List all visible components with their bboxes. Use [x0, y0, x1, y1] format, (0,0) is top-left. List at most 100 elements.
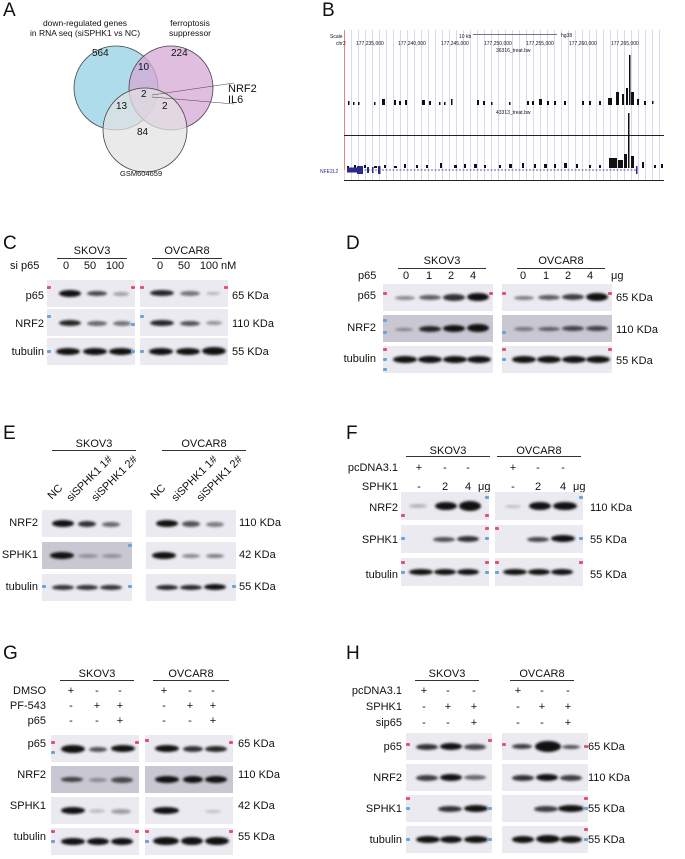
- row-label: tubulin: [365, 569, 398, 581]
- size-label: 65 KDa: [616, 292, 653, 304]
- condition-value: +: [564, 701, 572, 713]
- unit-label: μg: [611, 270, 624, 282]
- row-label: p65: [25, 290, 44, 302]
- group-label-ovcar8: OVCAR8: [181, 438, 227, 450]
- assembly-label: hg38: [561, 33, 573, 39]
- row-label: SPHK1: [361, 534, 398, 546]
- panel-label-h: H: [346, 643, 360, 664]
- condition-value: +: [514, 685, 522, 697]
- blot-tubulin-ovcar8: [145, 828, 233, 855]
- gene-label: NFE2L2: [320, 169, 339, 175]
- venn-bottom-set-title: GSM604659: [120, 169, 163, 178]
- blot-sphk1-ovcar8: [502, 795, 588, 822]
- gene-model-nfe2l2: [347, 166, 638, 174]
- lane-label: 0: [156, 260, 164, 272]
- size-label: 55 KDa: [588, 834, 625, 846]
- blot-nrf2-ovcar8: [140, 309, 228, 336]
- row-label: NRF2: [369, 502, 398, 514]
- blot-p65-ovcar8: [502, 733, 588, 760]
- blot-p65-skov3: [406, 733, 492, 760]
- size-label: 55 KDa: [232, 346, 269, 358]
- blot-nrf2-skov3: [406, 764, 492, 791]
- scale-label: Scale: [330, 34, 343, 40]
- blot-tubulin-ovcar8: [495, 558, 583, 586]
- panel-label-g: G: [3, 643, 18, 664]
- condition-value: -: [511, 481, 515, 493]
- group-underline: [406, 456, 490, 457]
- lane-label: 2: [564, 270, 572, 282]
- group-underline: [60, 680, 134, 681]
- condition-value: -: [69, 715, 73, 727]
- row-label: p65: [383, 741, 402, 753]
- group-label-ovcar8: OVCAR8: [519, 668, 565, 680]
- row-label: NRF2: [9, 517, 38, 529]
- panel-label-e: E: [3, 423, 16, 444]
- panel-label-b: B: [322, 0, 335, 21]
- row-label: NRF2: [15, 318, 44, 330]
- row-label: p65: [357, 290, 376, 302]
- condition-value: -: [446, 685, 450, 697]
- blot-sphk1-skov3: [51, 797, 139, 824]
- lane-label: 50: [177, 260, 191, 272]
- blot-sphk1-skov3: [401, 525, 489, 553]
- venn-count-right-bottom: 2: [162, 101, 168, 112]
- group-underline: [497, 456, 581, 457]
- blot-nrf2-ovcar8: [495, 492, 583, 520]
- group-underline: [517, 268, 605, 269]
- row-label: SPHK1: [1, 549, 38, 561]
- group-underline: [52, 450, 136, 451]
- condition-value: -: [540, 685, 544, 697]
- blot-nrf2-skov3: [383, 315, 493, 342]
- blot-nrf2-skov3: [47, 309, 135, 336]
- condition-label: pcDNA3.1: [347, 462, 398, 474]
- venn-count-left-only: 564: [92, 48, 109, 59]
- venn-right-title-line1: ferroptosis: [170, 18, 210, 28]
- venn-count-left-bottom: 13: [116, 101, 128, 112]
- condition-value: -: [95, 715, 99, 727]
- blot-tubulin-ovcar8: [502, 346, 612, 373]
- condition-value: -: [95, 685, 99, 697]
- group-underline: [510, 680, 574, 681]
- condition-value: -: [417, 481, 421, 493]
- condition-value: -: [516, 701, 520, 713]
- condition-value: +: [444, 701, 452, 713]
- row-label: SPHK1: [365, 803, 402, 815]
- condition-value: +: [116, 700, 124, 712]
- group-label-skov3: SKOV3: [75, 438, 113, 450]
- condition-value: +: [160, 685, 168, 697]
- row-label: tubulin: [369, 834, 402, 846]
- condition-value: -: [162, 715, 166, 727]
- blot-p65-ovcar8: [140, 280, 228, 307]
- lane-label: 4: [469, 270, 477, 282]
- blot-tubulin-ovcar8: [140, 338, 228, 365]
- panel-label-c: C: [3, 233, 17, 254]
- group-underline: [162, 450, 246, 451]
- condition-label: sip65: [375, 717, 402, 729]
- size-label: 42 KDa: [239, 549, 276, 561]
- condition-value: +: [538, 701, 546, 713]
- condition-label: SPHK1: [361, 481, 398, 493]
- size-label: 55 KDa: [588, 803, 625, 815]
- blot-p65-skov3: [51, 735, 139, 762]
- track2-baseline: [344, 180, 664, 181]
- lane-label: 0: [62, 260, 70, 272]
- condition-value: -: [422, 717, 426, 729]
- group-label-ovcar8: OVCAR8: [516, 445, 562, 457]
- blot-nrf2-ovcar8: [502, 315, 612, 342]
- group-underline: [415, 680, 479, 681]
- blot-sphk1-ovcar8: [495, 525, 583, 553]
- lane-label: 2: [447, 270, 455, 282]
- blot-nrf2-ovcar8: [502, 764, 588, 791]
- condition-value: -: [540, 717, 544, 729]
- condition-label: DMSO: [13, 685, 46, 697]
- condition-value: -: [466, 462, 470, 474]
- size-label: 110 KDa: [590, 502, 632, 514]
- condition-label: SPHK1: [365, 701, 402, 713]
- condition-value: -: [188, 715, 192, 727]
- condition-label: PF-543: [9, 700, 46, 712]
- size-label: 55 KDa: [238, 831, 275, 843]
- group-label-ovcar8: OVCAR8: [164, 245, 210, 257]
- row-label: p65: [27, 738, 46, 750]
- unit-label: nM: [221, 260, 237, 272]
- condition-value: -: [188, 685, 192, 697]
